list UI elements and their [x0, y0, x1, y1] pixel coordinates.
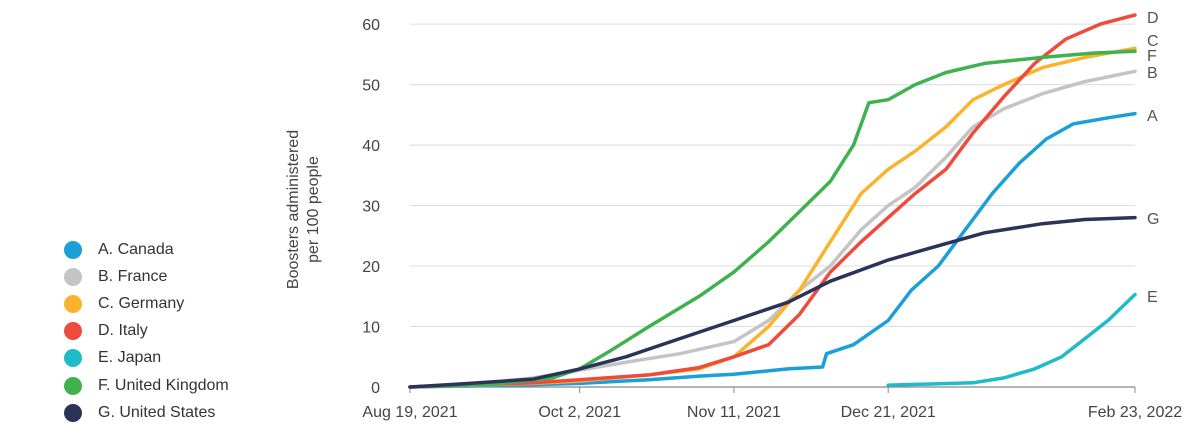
legend-swatch: [64, 267, 82, 286]
legend: A. Canada B. France C. Germany D. Italy E. J…: [64, 236, 229, 426]
legend-label: B. France: [98, 267, 168, 285]
y-axis-label: Boosters administered per 100 people: [285, 130, 322, 289]
legend-item-united-kingdom: F. United Kingdom: [64, 372, 229, 399]
x-tick-label: Feb 23, 2022: [1088, 404, 1182, 421]
legend-item-germany: C. Germany: [64, 290, 229, 317]
series-line-italy: [408, 13, 1137, 389]
y-tick-label: 50: [362, 78, 380, 95]
legend-label: A. Canada: [98, 240, 174, 258]
series-line-canada: [408, 111, 1137, 389]
legend-item-france: B. France: [64, 263, 229, 290]
x-tick-labels: Aug 19, 2021 Oct 2, 2021 Nov 11, 2021 Dec 2…: [362, 404, 1182, 421]
end-label-italy: D: [1147, 10, 1159, 27]
series-lines: [408, 13, 1137, 389]
legend-item-italy: D. Italy: [64, 318, 229, 345]
x-tick-label: Dec 21, 2021: [841, 404, 936, 421]
x-tick-label: Aug 19, 2021: [362, 404, 457, 421]
legend-item-canada: A. Canada: [64, 236, 229, 263]
legend-swatch: [64, 294, 82, 313]
end-label-germany: C: [1147, 33, 1159, 50]
series-end-labels: A BCD E F G: [1147, 10, 1159, 306]
legend-swatch: [64, 322, 82, 341]
end-label-canada: A: [1147, 108, 1158, 125]
end-label-japan: E: [1147, 289, 1158, 306]
y-tick-label: 40: [362, 138, 380, 155]
y-tick-label: 10: [362, 320, 380, 337]
x-tick-label: Oct 2, 2021: [538, 404, 621, 421]
gridlines: [409, 23, 1136, 393]
y-tick-label: 60: [362, 17, 380, 34]
legend-label: G. United States: [98, 403, 216, 421]
legend-label: F. United Kingdom: [98, 376, 229, 394]
y-tick-labels: 0 10 20 30 40 50 60: [362, 17, 380, 397]
legend-item-united-states: G. United States: [64, 399, 229, 426]
x-tick-label: Nov 11, 2021: [687, 404, 781, 421]
legend-swatch: [64, 376, 82, 395]
y-tick-label: 30: [362, 199, 380, 216]
y-tick-label: 20: [362, 259, 380, 276]
legend-swatch: [64, 403, 82, 422]
y-tick-label: 0: [371, 380, 380, 397]
end-label-united-kingdom: F: [1147, 48, 1157, 65]
series-line-japan: [886, 292, 1137, 387]
legend-label: D. Italy: [98, 322, 148, 340]
legend-item-japan: E. Japan: [64, 345, 229, 372]
end-label-united-states: G: [1147, 211, 1159, 228]
legend-swatch: [64, 349, 82, 368]
series-line-united-states: [408, 215, 1137, 389]
end-label-france: B: [1147, 65, 1158, 82]
legend-swatch: [64, 240, 82, 259]
legend-label: E. Japan: [98, 349, 162, 367]
legend-label: C. Germany: [98, 294, 185, 312]
